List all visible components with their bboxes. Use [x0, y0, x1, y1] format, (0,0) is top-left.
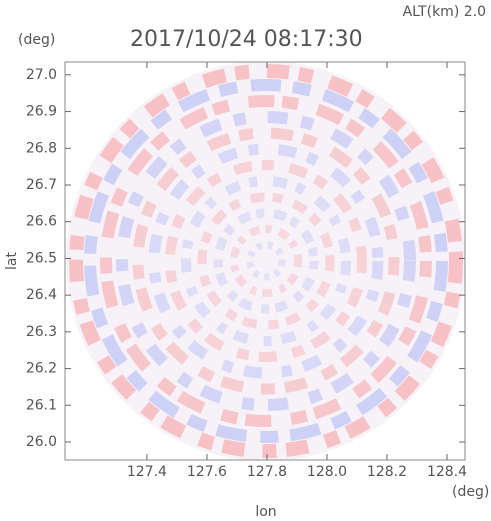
y-tick-label: 26.0 — [26, 434, 57, 450]
y-tick-label: 26.8 — [26, 140, 57, 156]
y-tick-label: 26.3 — [26, 324, 57, 340]
x-tick-label: 128.0 — [307, 464, 347, 480]
radar-field — [66, 62, 465, 460]
x-tick-label: 127.4 — [127, 464, 167, 480]
y-unit: (deg) — [18, 32, 55, 48]
y-tick-label: 26.1 — [26, 397, 57, 413]
x-tick-label: 128.4 — [427, 464, 467, 480]
x-axis-label: lon — [255, 504, 276, 520]
y-tick-label: 26.6 — [26, 214, 57, 230]
y-tick-label: 26.5 — [26, 250, 57, 266]
x-tick-label: 128.2 — [367, 464, 407, 480]
x-unit: (deg) — [452, 484, 489, 500]
plot-frame — [64, 61, 466, 461]
y-tick-label: 27.0 — [26, 67, 57, 83]
x-tick-label: 127.8 — [247, 464, 287, 480]
y-tick-label: 26.2 — [26, 361, 57, 377]
y-tick-label: 26.9 — [26, 104, 57, 120]
chart-title: 2017/10/24 08:17:30 — [130, 27, 363, 52]
y-tick-label: 26.7 — [26, 177, 57, 193]
y-tick-label: 26.4 — [26, 287, 57, 303]
y-axis-label: lat — [4, 252, 20, 270]
x-tick-label: 127.6 — [187, 464, 227, 480]
altitude-label: ALT(km) 2.0 — [403, 4, 486, 20]
